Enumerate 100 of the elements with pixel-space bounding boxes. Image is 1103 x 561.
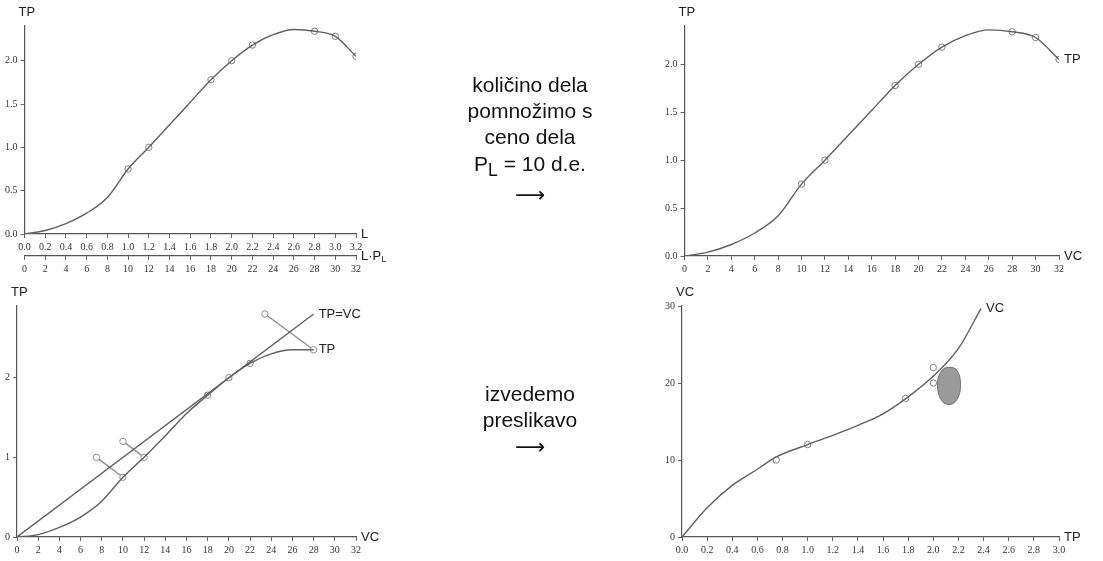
y-tick-label: 0 [670,530,675,542]
x-tick-label: 1.6 [184,240,197,252]
x-tick-label: 4 [56,543,62,555]
y-tick-label: 1.5 [665,105,678,117]
x-tick-label: 32 [1054,262,1064,274]
x-tick-label: 24 [960,262,971,274]
x-tick-label: 12 [139,543,150,555]
x-tick-label: 16 [866,262,877,274]
x-tick-label: 2.0 [225,240,238,252]
y-tick-label: 2 [5,371,10,383]
series-label: VC [986,299,1005,315]
x-tick-label: 3.2 [349,240,363,252]
x-tick-label: 0.8 [101,240,114,252]
x-axis-title: VC [1064,247,1083,263]
x-tick-label: 0.0 [675,543,689,555]
x-tick-label: 30 [1030,262,1041,274]
x-tick-label: 28 [308,543,319,555]
y-tick-label: 1.5 [5,97,18,109]
x-tick-label: 1.0 [121,240,135,252]
series-label: TP=VC [318,305,361,321]
x-tick-label: 8 [775,262,781,274]
x-tick-label: 26 [287,543,298,555]
x-tick-label: 2 [35,543,41,555]
x-tick-label: 22 [245,543,256,555]
y-tick-label: 1.0 [665,153,678,165]
x-tick-label: 0.8 [776,543,789,555]
x-tick-label: 3.0 [329,240,342,252]
x-tick-label: 28 [1007,262,1018,274]
x-tick-label: 0.2 [700,543,714,555]
y-axis-title: TP [18,3,36,19]
y-axis-title: TP [678,3,696,19]
series-label: TP [1064,51,1081,67]
x-tick-label: 14 [160,543,171,555]
x-tick-label: 0.2 [38,240,52,252]
x-axis-title: VC [361,528,380,544]
y-tick-label: 0 [5,530,10,542]
x-tick-label: 6 [78,543,84,555]
text: pomnožimo s [467,98,593,125]
x-tick-label: 0.4 [726,543,739,555]
x-tick-label: 1.2 [142,240,156,252]
x-tick-label: 20 [913,262,924,274]
x-axis-title: TP [1064,528,1081,544]
x-tick-label: 2.8 [308,240,321,252]
y-tick-label: 2.0 [5,54,18,66]
x-tick-label: 2.4 [977,543,990,555]
x-tick-label: 2.2 [952,543,965,555]
x-tick-label: 1.4 [163,240,176,252]
x-tick-label: 6 [752,262,758,274]
x-tick-label: 1.0 [801,543,814,555]
x-tick-label: 14 [843,262,854,274]
y-tick-label: 20 [665,376,675,388]
x-tick-label: 20 [223,543,234,555]
text: izvedemo [485,381,575,408]
y-tick-label: 1.0 [5,140,18,152]
text: količino dela [472,71,588,98]
x-tick-label: 2 [705,262,711,274]
x-tick-label: 1.6 [876,543,890,555]
y-tick-label: 0.0 [5,227,18,239]
x-tick-label: 10 [796,262,807,274]
x-tick-label: 1.4 [851,543,865,555]
x-tick-label: 2.2 [246,240,259,252]
x-tick-label: 0.0 [18,240,31,252]
x-tick-label: 2.4 [266,240,280,252]
y-tick-label: 0.5 [665,201,678,213]
x-tick-label: 0 [682,262,687,274]
x-tick-label: 18 [202,543,213,555]
y-tick-label: 0.0 [665,249,678,261]
x-tick-label: 0.4 [59,240,73,252]
x-tick-label: 0.6 [751,543,764,555]
x-tick-label: 18 [890,262,901,274]
y-tick-label: 30 [665,299,675,311]
text: ⟶ [514,181,546,208]
x-tick-label: 2.8 [1027,543,1041,555]
text: ceno dela [484,124,576,151]
x-tick-label: 32 [351,543,361,555]
x-tick-label: 26 [983,262,994,274]
x-tick-label: 4 [728,262,734,274]
x-tick-label: 30 [329,543,340,555]
x-tick-label: 1.2 [826,543,840,555]
y-tick-label: 0.5 [5,184,18,196]
x-tick-label: 0.6 [80,240,93,252]
y-tick-label: 2.0 [665,57,678,69]
x-tick-label: 16 [181,543,192,555]
x-tick-label: 12 [819,262,830,274]
x-tick-label: 2.6 [287,240,301,252]
series-label: TP [318,341,336,357]
x-tick-label: 1.8 [901,543,915,555]
x-tick-label: 24 [266,543,277,555]
x-tick-label: 3.0 [1052,543,1066,555]
x-tick-label: 8 [99,543,105,555]
x-tick-label: 2.6 [1002,543,1015,555]
x-tick-label: 2.0 [927,543,940,555]
y-axis-title: VC [676,283,695,299]
x-tick-label: 10 [117,543,128,555]
y-tick-label: 1 [5,450,10,462]
y-axis-title: TP [11,283,28,299]
x-tick-label: 1.8 [204,240,218,252]
y-tick-label: 10 [665,453,675,465]
x-tick-label: 22 [936,262,947,274]
text: preslikavo [482,407,578,434]
